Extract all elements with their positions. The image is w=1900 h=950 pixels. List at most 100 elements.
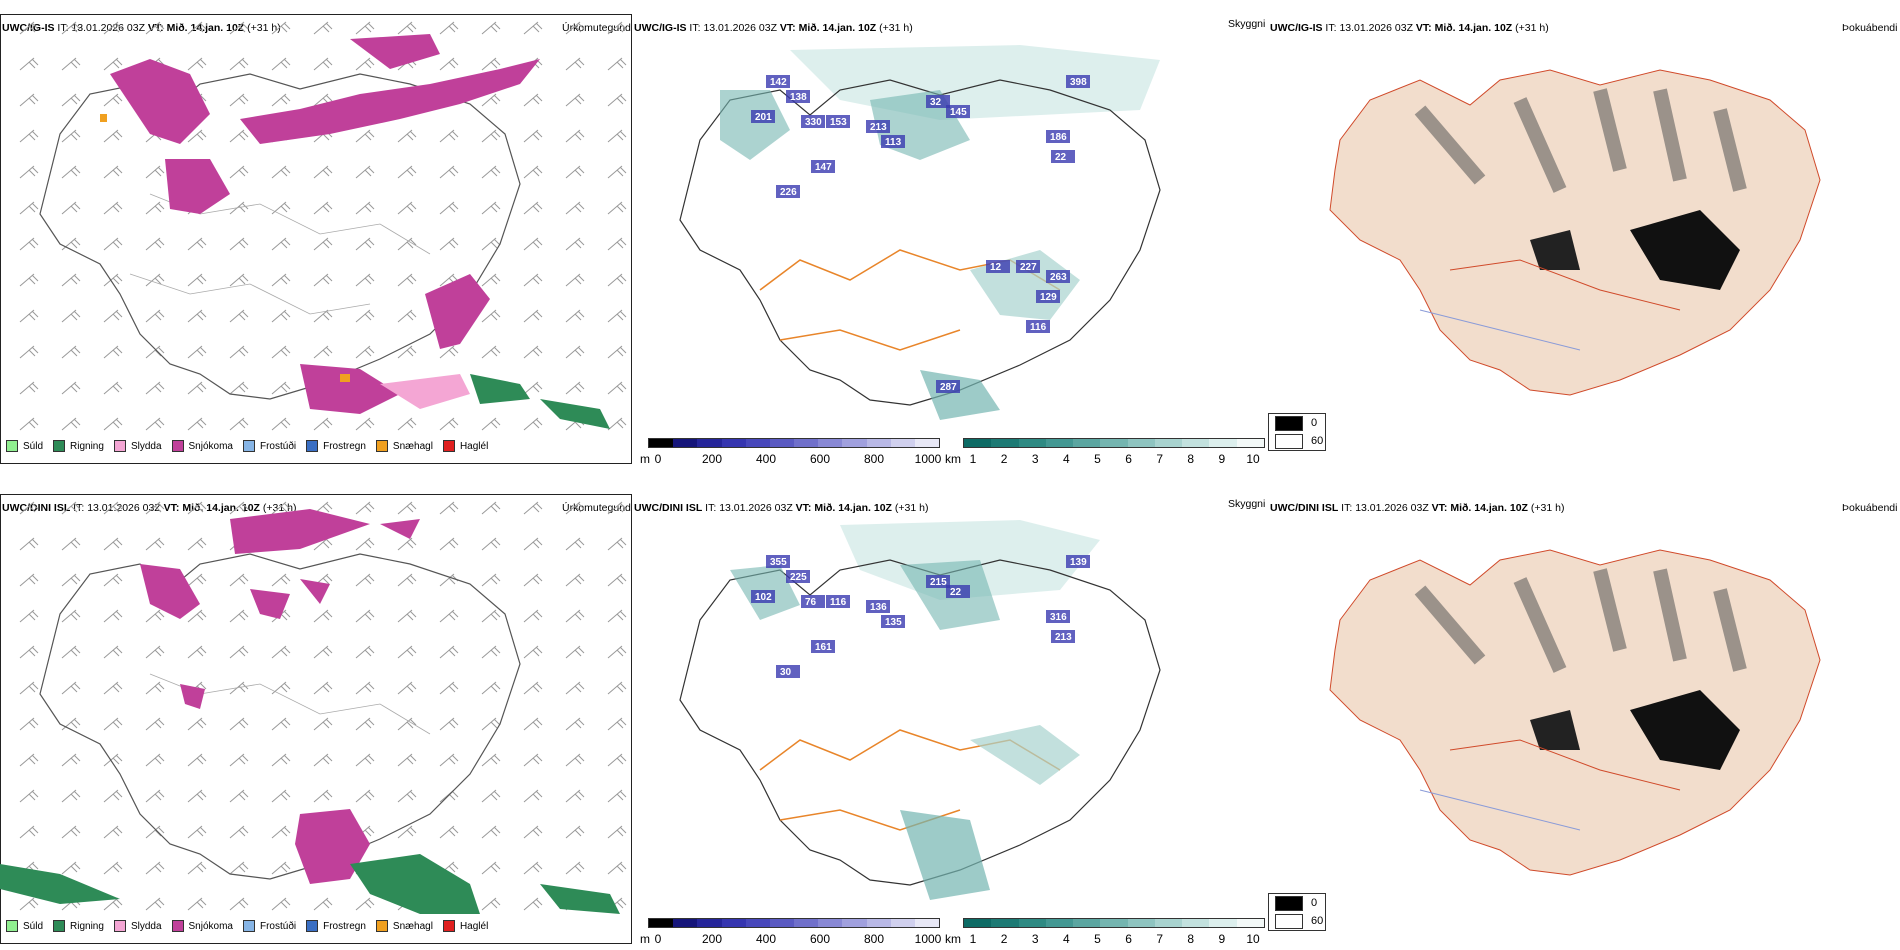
wind-barb	[565, 165, 585, 179]
wind-barb	[19, 417, 39, 431]
wind-barb	[565, 201, 585, 215]
wind-barb	[271, 165, 291, 179]
wind-barb	[313, 753, 333, 767]
visibility-bar	[963, 918, 1265, 928]
wind-barb	[355, 753, 375, 767]
vis-title-label: Skyggni	[1228, 498, 1266, 510]
wind-barb	[565, 381, 585, 395]
colorbar-segment	[649, 439, 674, 447]
wind-barb	[145, 753, 165, 767]
precip-type-label: Úrkomutegund	[562, 22, 631, 34]
wind-barb	[439, 417, 459, 431]
wind-barb	[523, 309, 543, 323]
wind-barb	[313, 165, 333, 179]
wind-barb	[565, 93, 585, 107]
wind-barb	[397, 501, 417, 515]
vis-value-marker	[826, 595, 850, 608]
wind-barb	[19, 237, 39, 251]
legend-item: Frostregn	[306, 920, 366, 932]
colorbar-segment	[649, 919, 674, 927]
wind-barb	[565, 21, 585, 35]
colorbar-tick-label: 2	[1000, 452, 1008, 466]
vis-value-label: 263	[1050, 272, 1067, 283]
wind-barb	[103, 645, 123, 659]
wind-barb	[103, 57, 123, 71]
colorbar-tick-label: 3	[1031, 932, 1039, 946]
wind-barb	[145, 897, 165, 911]
wind-barb	[145, 309, 165, 323]
wind-barb	[565, 753, 585, 767]
colorbar-tick-label: 6	[1125, 452, 1132, 466]
legend-item: Súld	[6, 920, 43, 932]
wind-barb	[61, 21, 81, 35]
wind-barb	[61, 93, 81, 107]
colorbar-segment	[721, 439, 746, 447]
wind-barb	[439, 681, 459, 695]
wind-barb	[229, 645, 249, 659]
vis-value-marker	[936, 380, 960, 393]
wind-barb	[523, 717, 543, 731]
wind-barb	[481, 681, 501, 695]
legend-item: Snæhagl	[375, 920, 433, 932]
wind-barb	[271, 789, 291, 803]
wind-barb	[439, 237, 459, 251]
wind-barb	[19, 129, 39, 143]
colorbar-tick-label: 2	[1000, 932, 1008, 946]
wind-barb	[607, 273, 627, 287]
wind-barb	[19, 789, 39, 803]
wind-barb	[313, 417, 333, 431]
wind-barb	[271, 201, 291, 215]
colorbar-tick-label: 0	[654, 452, 662, 466]
wind-barb	[187, 897, 207, 911]
wind-barb	[523, 897, 543, 911]
visibility-colorbar: km 1 2 3 4 5 6 7 8 9 10	[945, 918, 1265, 948]
wind-barb	[229, 21, 249, 35]
wind-barb	[607, 345, 627, 359]
wind-barb	[439, 609, 459, 623]
wind-barb	[565, 861, 585, 875]
wind-barb	[439, 717, 459, 731]
wind-barb	[187, 381, 207, 395]
colorbar-tick-label: 1000	[914, 932, 942, 946]
wind-barb	[229, 501, 249, 515]
colorbar-tick-label: 8	[1187, 452, 1195, 466]
ceiling-colorbar: m 0 200 400 600 800 1000	[640, 918, 942, 948]
wind-barb	[145, 237, 165, 251]
colorbar-tick-label: 400	[755, 452, 777, 466]
vis-value-marker	[1046, 610, 1070, 623]
wind-barb	[397, 201, 417, 215]
colorbar-segment	[842, 439, 867, 447]
vis-value-marker	[1046, 270, 1070, 283]
wind-barb	[229, 309, 249, 323]
wind-barb	[565, 309, 585, 323]
fog-panel-title: UWC/DINI ISL IT: 13.01.2026 03Z VT: Mið.…	[1270, 502, 1565, 514]
legend-swatch	[6, 920, 18, 932]
wind-barb	[271, 573, 291, 587]
wind-barb	[145, 609, 165, 623]
wind-barb	[271, 237, 291, 251]
wind-barb	[607, 129, 627, 143]
wind-barb	[103, 861, 123, 875]
wind-barb	[607, 417, 627, 431]
colorbar-segment	[1045, 919, 1074, 927]
wind-barb	[229, 717, 249, 731]
colorbar-tick-label: 400	[755, 932, 777, 946]
wind-barb	[565, 789, 585, 803]
vis-value-marker	[766, 555, 790, 568]
colorbar-segment	[769, 439, 795, 447]
vis-value-label: 22	[1055, 152, 1067, 163]
vis-value-marker	[926, 95, 950, 108]
visibility-colorbar: km 1 2 3 4 5 6 7 8 9 10	[945, 438, 1265, 468]
wind-barb	[607, 681, 627, 695]
vis-value-label: 142	[770, 77, 787, 88]
colorbar-segment	[1100, 439, 1128, 447]
wind-barb	[439, 165, 459, 179]
wind-barb	[607, 825, 627, 839]
wind-barb	[607, 237, 627, 251]
wind-barb	[229, 861, 249, 875]
wind-barb	[103, 573, 123, 587]
wind-barb	[481, 129, 501, 143]
wind-barb	[103, 609, 123, 623]
wind-barb	[355, 645, 375, 659]
colorbar-segment	[1154, 919, 1183, 927]
